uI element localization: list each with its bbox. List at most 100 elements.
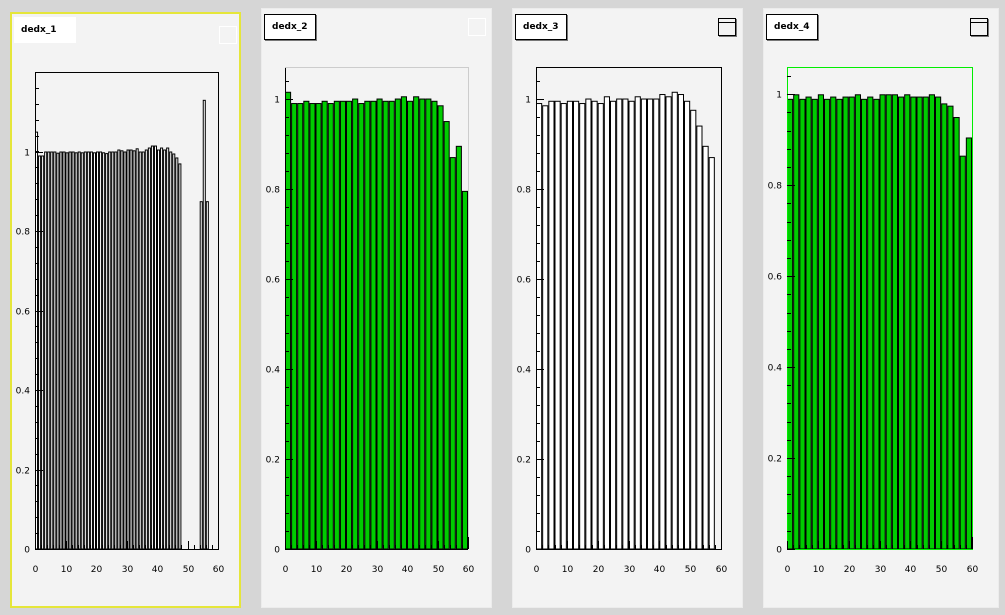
histogram-bar [321, 100, 328, 550]
canvas-pad-4[interactable]: dedx_4 0 0.2 0.4 0.6 0.8 1 0 10 20 30 40 50 60 [763, 8, 999, 608]
histogram-bar [303, 100, 310, 550]
canvas-pad-3[interactable]: dedx_3 0 0.2 0.4 0.6 0.8 1 0 10 20 30 40 50 60 [512, 8, 743, 608]
histogram-title[interactable]: dedx_1 [14, 17, 76, 43]
histogram-bar [111, 151, 115, 550]
x-tick-label: 10 [813, 565, 825, 575]
histogram-plot: 00.20.40.60.810 10 20 30 40 50 60 [768, 67, 978, 575]
y-tick-label: 0.4 [517, 366, 532, 376]
y-tick-label: 0.8 [16, 228, 31, 238]
histogram-bar [285, 91, 292, 550]
x-tick-label: 50 [936, 565, 948, 575]
y-tick-label: 0 [776, 546, 782, 556]
histogram-bar [388, 100, 395, 550]
histogram-bar [99, 151, 103, 550]
histogram-bar [92, 152, 96, 550]
histogram-bar [696, 125, 703, 550]
histogram-bar [129, 149, 133, 550]
histogram-bar [928, 94, 935, 550]
histogram-plot: 00.20.40.60.810 10 20 30 40 50 60 [517, 67, 727, 575]
histogram-bar [965, 137, 972, 550]
histogram-bar [885, 94, 892, 550]
x-tick-label: 20 [593, 565, 605, 575]
histogram-bar [376, 98, 383, 550]
y-tick-label: 0.2 [16, 467, 30, 477]
y-tick-label: 1 [776, 91, 782, 101]
y-tick-label: 0 [24, 546, 30, 556]
x-tick-label: 0 [534, 565, 540, 575]
histogram-bar [291, 103, 298, 550]
histogram-bar [573, 100, 580, 550]
histogram-bar [542, 105, 549, 550]
histogram-bar [554, 100, 561, 550]
x-tick-label: 30 [875, 565, 887, 575]
histogram-bar [407, 100, 414, 550]
histogram-bar [74, 152, 78, 550]
histogram-bar [150, 145, 154, 550]
x-tick-label: 40 [152, 565, 164, 575]
x-tick-label: 30 [624, 565, 636, 575]
y-tick-label: 0.6 [768, 273, 783, 283]
y-tick-label: 0.6 [517, 276, 532, 286]
histogram-bar [634, 96, 641, 550]
histogram-plot: 00.20.40.60.810 10 20 30 40 50 60 [266, 67, 474, 575]
histogram-bar [836, 98, 843, 550]
y-tick-label: 0 [274, 546, 280, 556]
x-tick-label: 10 [61, 565, 73, 575]
histogram-bar [640, 98, 647, 550]
histogram-bar [71, 151, 75, 550]
histogram-title[interactable]: dedx_4 [766, 14, 818, 40]
histogram-bar [50, 151, 54, 550]
histogram-bar [68, 151, 72, 550]
histogram-bar [352, 98, 359, 550]
histogram-bar [169, 151, 173, 550]
histogram-bar [461, 190, 468, 550]
histogram-bar [105, 153, 109, 550]
histogram-bar [108, 151, 112, 550]
histogram-bar [327, 103, 334, 550]
canvas-pad-2[interactable]: dedx_2 0 0.2 0.4 0.6 0.8 1 0 10 20 30 40 50 60 [261, 8, 492, 608]
histogram-bar [671, 91, 678, 550]
histogram-bar [579, 103, 586, 550]
histogram-bar [163, 149, 167, 550]
histogram-bar [394, 98, 401, 550]
histogram-bar [560, 103, 567, 550]
histogram-title[interactable]: dedx_3 [515, 14, 567, 40]
y-tick-label: 0.4 [266, 366, 281, 376]
canvas-pad-1[interactable]: dedx_1 0 0.2 0.4 0.6 0.8 1 0 10 20 30 40 50 60 [10, 12, 241, 608]
histogram-bar [59, 151, 63, 550]
histogram-bar [358, 103, 365, 550]
y-tick-label: 1 [274, 96, 280, 106]
histogram-bar [56, 152, 60, 550]
y-tick-label: 0.4 [16, 387, 31, 397]
histogram-bar [854, 94, 862, 550]
histogram-bar [96, 151, 100, 550]
histogram-bar [455, 145, 462, 550]
histogram-bar [566, 100, 573, 550]
histogram-bar [62, 151, 66, 550]
x-tick-label: 40 [402, 565, 414, 575]
histogram-bar [157, 149, 161, 550]
histogram-bar [935, 96, 942, 550]
histogram-bar [437, 105, 444, 550]
histogram-bar [824, 98, 831, 550]
histogram-bar [382, 100, 389, 550]
x-tick-label: 40 [654, 565, 666, 575]
histogram-bar [891, 94, 898, 550]
histogram-bar [830, 96, 837, 550]
y-tick-label: 0.6 [16, 308, 31, 318]
histogram-bar [867, 96, 874, 550]
histogram-bar [610, 100, 617, 550]
histogram-bar [102, 152, 106, 550]
histogram-bar [144, 149, 148, 550]
histogram-bar [959, 155, 966, 550]
histogram-bar [591, 100, 598, 550]
plot-frame [536, 67, 722, 550]
histogram-bar [339, 100, 347, 550]
histogram-bar [120, 150, 124, 550]
histogram-title[interactable]: dedx_2 [264, 14, 316, 40]
x-tick-label: 0 [33, 565, 39, 575]
histogram-bar [677, 94, 684, 550]
histogram-bar [665, 96, 672, 550]
histogram-bar [147, 147, 151, 550]
histogram-bar [597, 103, 604, 550]
